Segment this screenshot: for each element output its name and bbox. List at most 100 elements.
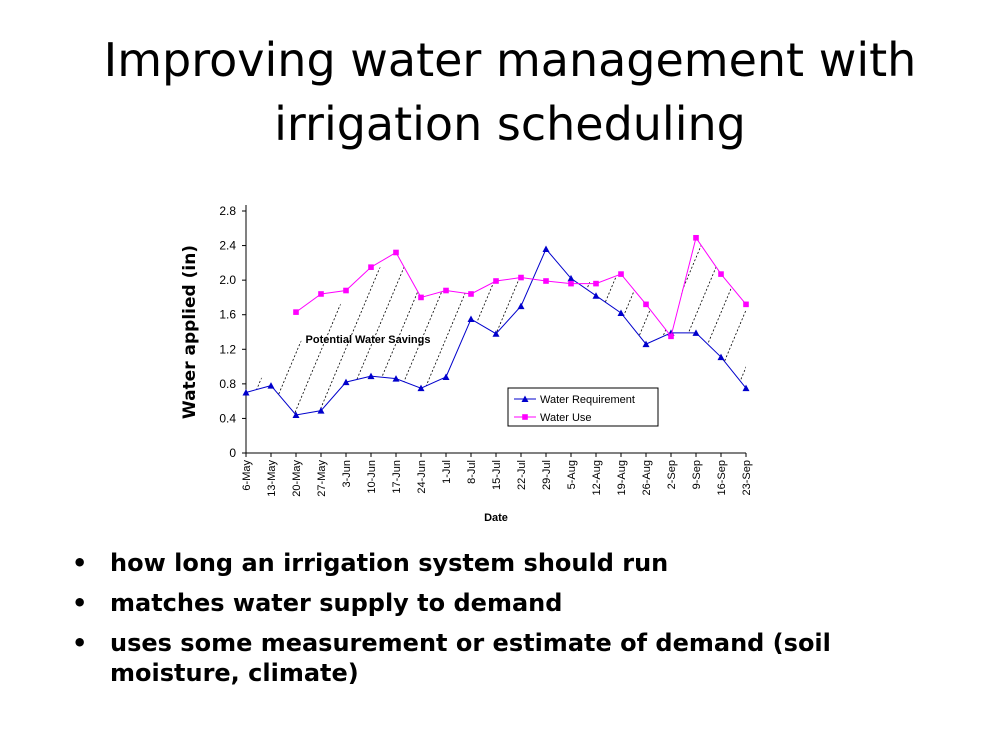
water-use-point bbox=[543, 278, 549, 284]
water-use-point bbox=[318, 291, 324, 297]
x-tick-label: 23-Sep bbox=[741, 460, 753, 495]
bullet-text: how long an irrigation system should run bbox=[110, 549, 669, 577]
water-requirement-point bbox=[717, 353, 725, 361]
x-tick-label: 17-Jun bbox=[391, 460, 403, 494]
x-axis-label: Date bbox=[484, 512, 508, 524]
hatch-line bbox=[301, 237, 413, 415]
hatch-line bbox=[349, 237, 461, 415]
x-tick-label: 12-Aug bbox=[591, 460, 603, 495]
legend-box bbox=[507, 387, 659, 427]
water-use-point bbox=[593, 280, 599, 287]
water-use-point bbox=[718, 271, 724, 277]
water-requirement-point bbox=[592, 292, 600, 299]
water-use-point bbox=[393, 249, 399, 256]
water-use-point bbox=[368, 264, 374, 270]
bullet-item: • uses some measurement or estimate of d… bbox=[72, 628, 952, 688]
hatch-line bbox=[325, 237, 437, 415]
y-tick-label: 0.4 bbox=[219, 411, 236, 425]
water-requirement-point bbox=[417, 384, 425, 392]
bullet-item: • matches water supply to demand bbox=[72, 588, 952, 618]
x-tick-label: 19-Aug bbox=[616, 460, 628, 495]
water-requirement-point bbox=[567, 274, 575, 282]
y-tick-label: 2.4 bbox=[219, 239, 236, 253]
water-requirement-point bbox=[492, 330, 500, 337]
x-tick-label: 27-May bbox=[316, 460, 328, 497]
x-tick-label: 15-Jul bbox=[491, 460, 503, 490]
water-use-point bbox=[518, 274, 524, 281]
hatch-line bbox=[661, 237, 746, 415]
bullet-text: uses some measurement or estimate of dem… bbox=[110, 629, 831, 687]
y-tick-label: 2.8 bbox=[219, 204, 236, 218]
water-use-point bbox=[468, 291, 474, 297]
x-tick-label: 2-Sep bbox=[666, 460, 678, 489]
x-tick-label: 24-Jun bbox=[416, 460, 428, 494]
water-requirement-point bbox=[692, 329, 700, 336]
y-tick-label: 0.8 bbox=[219, 377, 236, 391]
savings-annotation: Potential Water Savings bbox=[306, 334, 431, 346]
water-use-line bbox=[295, 236, 747, 338]
water-use-point bbox=[493, 278, 499, 284]
water-requirement-point bbox=[442, 373, 450, 380]
bullet-marker: • bbox=[72, 629, 88, 657]
slide-title: Improving water management with irrigati… bbox=[60, 28, 960, 156]
water-requirement-point bbox=[617, 309, 625, 316]
water-requirement-point bbox=[292, 411, 300, 418]
water-requirement-point bbox=[392, 375, 400, 382]
y-axis-label: Water applied (in) bbox=[180, 245, 200, 419]
savings-hatch-area bbox=[170, 195, 770, 453]
legend-label: Water Use bbox=[540, 412, 592, 424]
water-use-point bbox=[293, 309, 299, 315]
x-tick-label: 10-Jun bbox=[366, 460, 378, 494]
water-requirement-point bbox=[742, 384, 750, 392]
slide-title-line1: Improving water management with bbox=[103, 33, 917, 87]
x-tick-label: 26-Aug bbox=[641, 460, 653, 495]
water-requirement-point bbox=[267, 382, 275, 389]
water-requirement-point bbox=[342, 378, 350, 386]
hatch-line bbox=[709, 237, 746, 415]
water-use-point bbox=[443, 287, 449, 294]
water-use-point bbox=[693, 234, 699, 241]
water-requirement-point bbox=[467, 315, 475, 323]
x-tick-label: 29-Jul bbox=[541, 460, 553, 490]
water-applied-chart: 0 0.4 0.8 1.2 1.6 2.0 2.4 2.8 Water applied (in)… bbox=[170, 195, 770, 524]
hatch-line bbox=[758, 195, 770, 453]
x-tick-label: 5-Aug bbox=[566, 460, 578, 489]
hatch-line bbox=[373, 237, 485, 415]
hatch-line bbox=[733, 237, 746, 415]
hatch-line bbox=[685, 237, 746, 415]
legend-marker bbox=[521, 395, 529, 402]
legend-label: Water Requirement bbox=[540, 394, 635, 406]
x-tick-label: 6-May bbox=[241, 460, 253, 491]
x-tick-label: 16-Sep bbox=[716, 460, 728, 495]
water-requirement-point bbox=[367, 372, 375, 380]
water-use-point bbox=[568, 280, 574, 287]
x-tick-label: 1-Jul bbox=[441, 460, 453, 484]
y-tick-label: 1.6 bbox=[219, 308, 236, 322]
y-tick-label: 1.2 bbox=[219, 342, 236, 356]
y-tick-label: 0 bbox=[229, 446, 236, 460]
hatch-line bbox=[397, 237, 509, 415]
water-use-point bbox=[743, 301, 749, 308]
water-use-point bbox=[618, 271, 624, 277]
y-tick-label: 2.0 bbox=[219, 273, 236, 287]
water-requirement-point bbox=[317, 407, 325, 414]
hatch-line bbox=[170, 195, 172, 453]
bullet-marker: • bbox=[72, 549, 88, 577]
water-use-point bbox=[643, 301, 649, 308]
water-requirement-point bbox=[542, 245, 550, 253]
x-tick-label: 20-May bbox=[291, 460, 303, 497]
hatch-line bbox=[253, 237, 365, 415]
x-tick-label: 3-Jun bbox=[341, 460, 353, 488]
bullet-text: matches water supply to demand bbox=[110, 589, 563, 617]
water-use-point bbox=[668, 333, 674, 340]
slide-title-line2: irrigation scheduling bbox=[274, 97, 746, 151]
water-requirement-point bbox=[242, 389, 250, 396]
x-tick-label: 9-Sep bbox=[691, 460, 703, 489]
bullet-item: • how long an irrigation system should r… bbox=[72, 548, 952, 578]
bullet-marker: • bbox=[72, 589, 88, 617]
legend-marker bbox=[522, 414, 528, 420]
water-use-point bbox=[343, 287, 349, 294]
water-requirement-point bbox=[642, 340, 650, 348]
water-use-point bbox=[418, 294, 424, 301]
x-tick-label: 13-May bbox=[266, 460, 278, 497]
